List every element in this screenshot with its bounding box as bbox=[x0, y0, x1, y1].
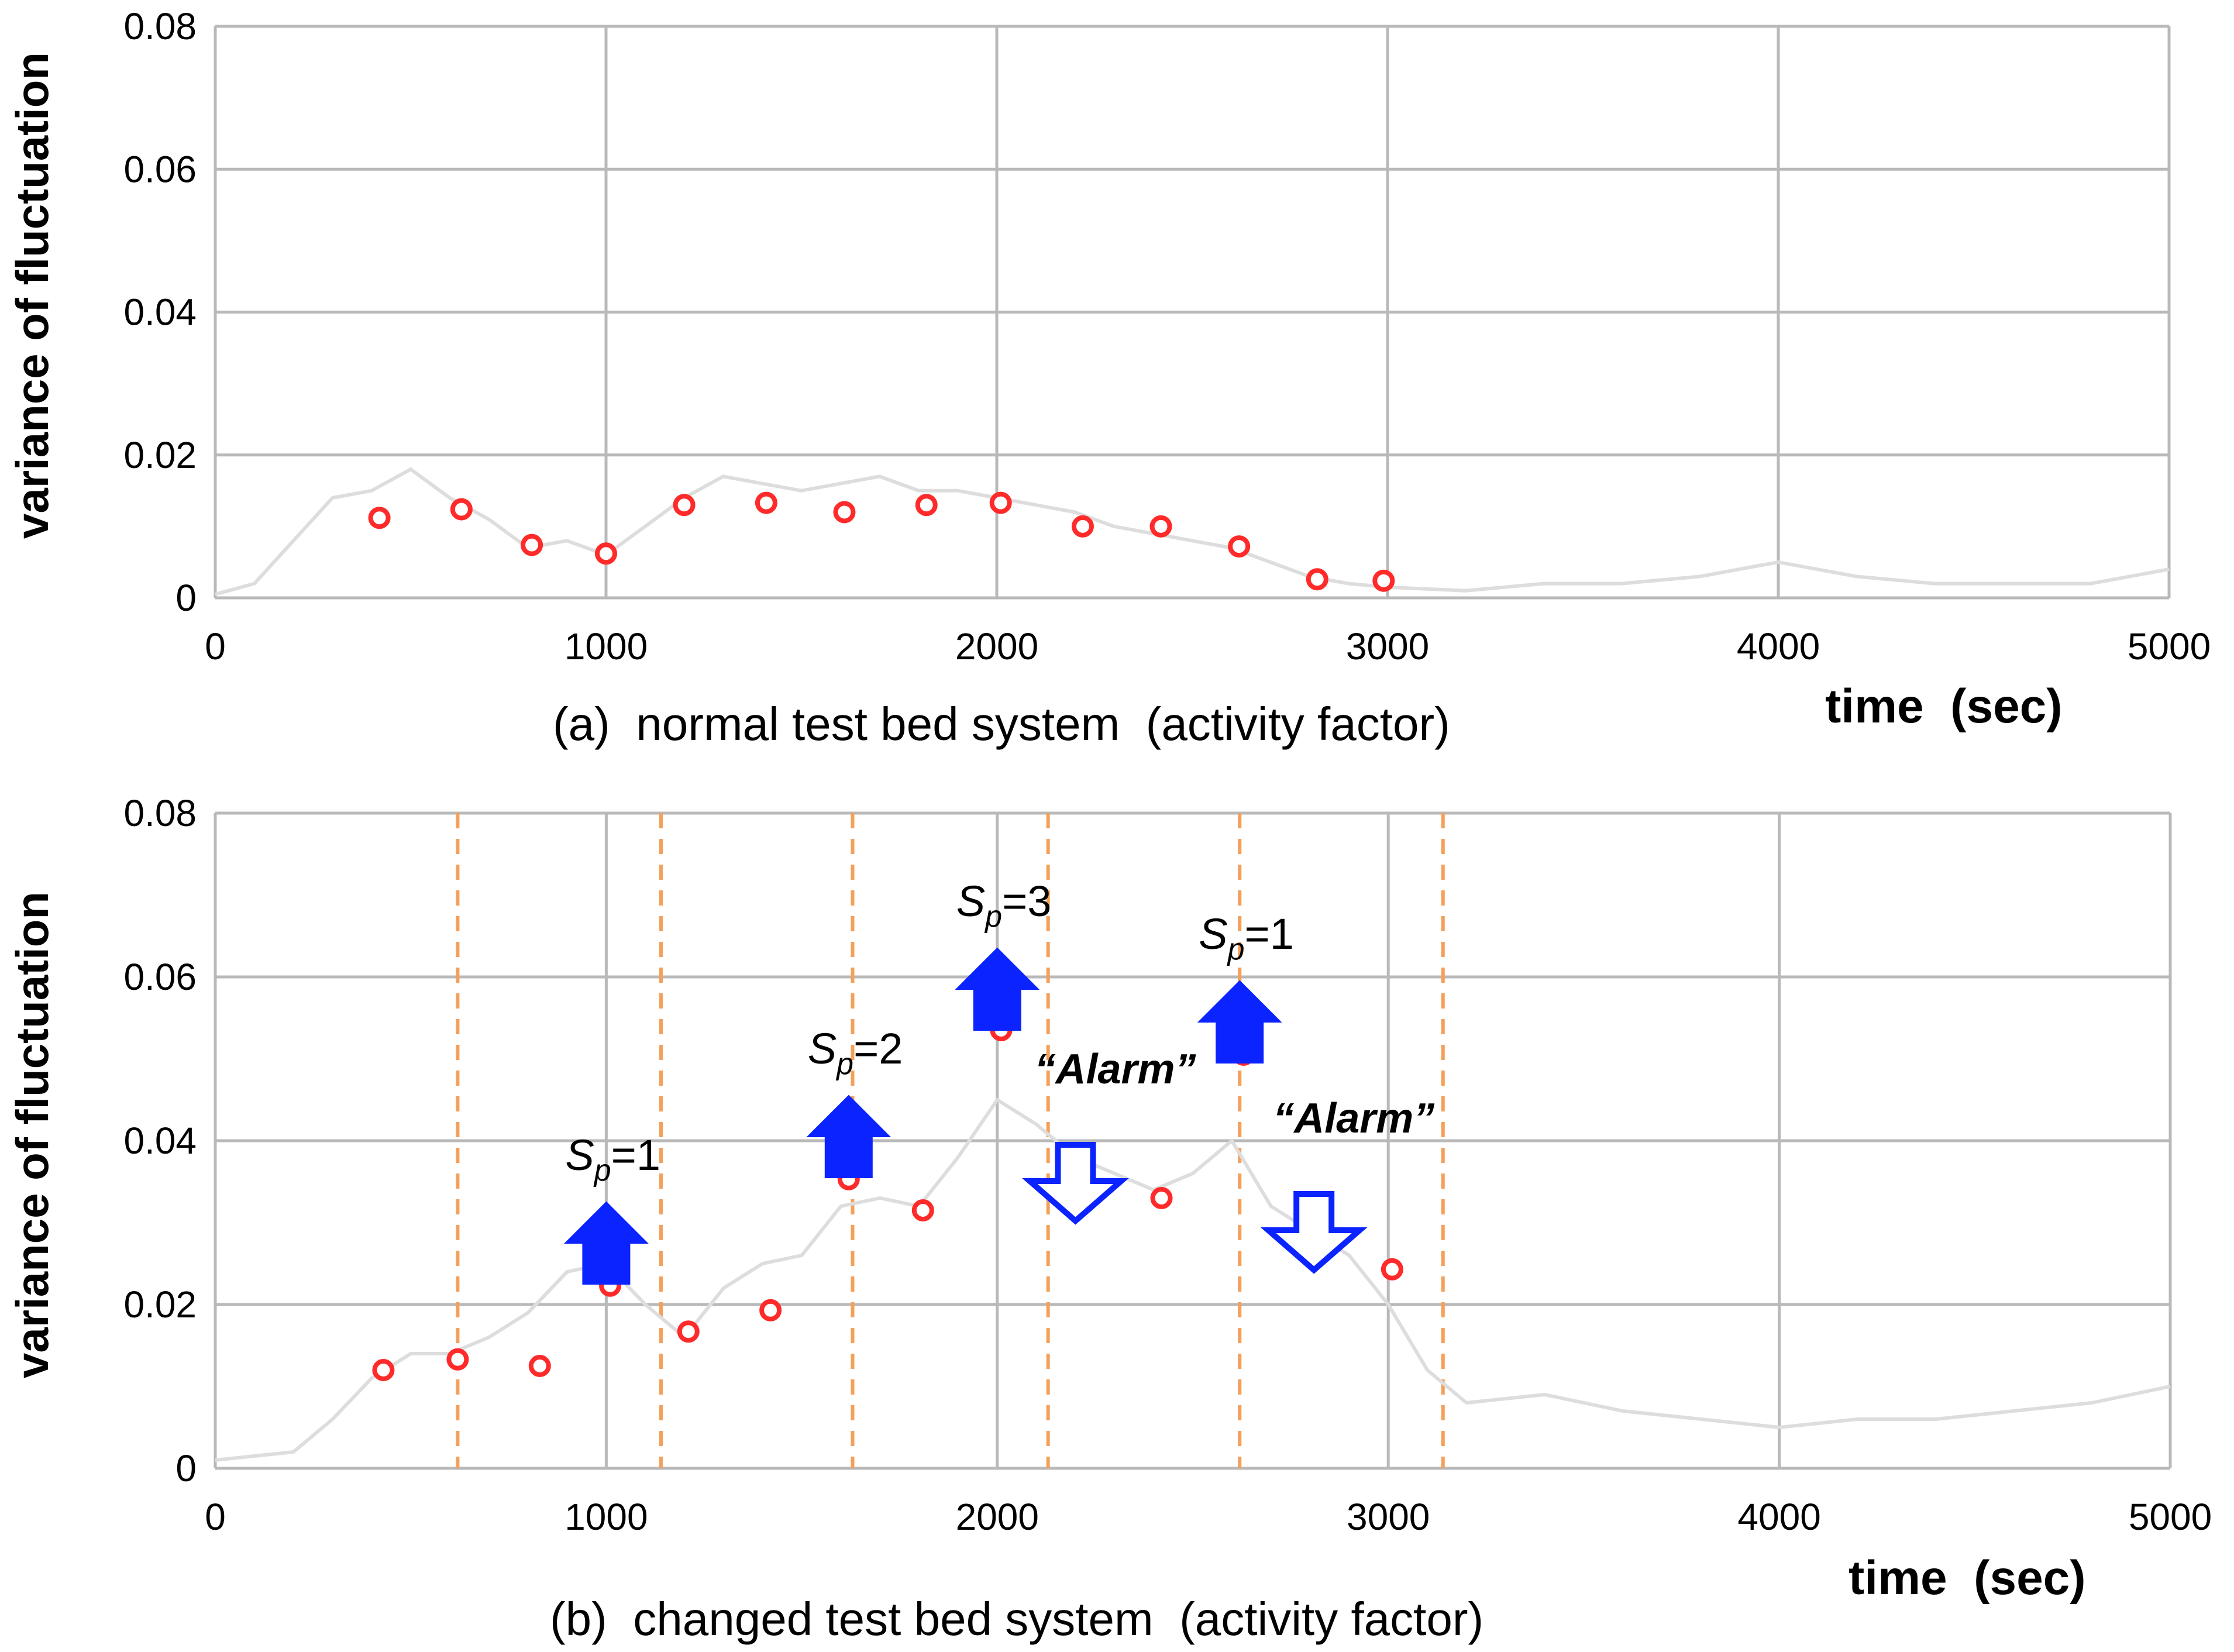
panel-b-y-tick-label: 0.08 bbox=[123, 792, 197, 834]
panel-b-y-tick-label: 0.04 bbox=[123, 1120, 197, 1162]
panel-a-data-point bbox=[521, 534, 543, 556]
down-arrow-icon bbox=[1022, 1142, 1129, 1225]
panel-a-x-tick-label: 2000 bbox=[955, 625, 1038, 667]
panel-a-x-tick-label: 1000 bbox=[564, 625, 648, 667]
panel-b-x-ticks: 0 1000 2000 3000 4000 5000 bbox=[205, 1496, 2212, 1538]
panel-b-trace bbox=[215, 1098, 2171, 1462]
alarm-label: “Alarm” bbox=[1273, 1095, 1434, 1142]
panel-a: 00.020.040.060.08 0 1000 2000 3000 4000 5000 … bbox=[6, 5, 2211, 750]
panel-a-y-axis-label: variance of fluctuation bbox=[6, 52, 58, 539]
panel-a-data-point bbox=[595, 542, 617, 565]
panel-a-x-tick-label: 4000 bbox=[1737, 625, 1820, 667]
up-arrow-icon bbox=[955, 947, 1040, 1031]
panel-b-data-point bbox=[911, 1199, 934, 1221]
panel-b-trace-line bbox=[215, 1098, 2171, 1462]
panel-b-x-axis-label: time (sec) bbox=[1849, 1551, 2086, 1605]
panel-a-data-point bbox=[673, 494, 696, 517]
panel-a-x-ticks: 0 1000 2000 3000 4000 5000 bbox=[205, 625, 2211, 667]
panel-b-y-axis-label: variance of fluctuation bbox=[6, 892, 58, 1378]
panel-b-data-point bbox=[528, 1355, 551, 1377]
panel-a-trace bbox=[215, 467, 2170, 596]
panel-a-y-ticks: 0 0.02 0.04 0.06 0.08 bbox=[123, 5, 197, 619]
panel-b-x-tick-label: 0 bbox=[205, 1496, 226, 1538]
panel-b-x-tick-label: 5000 bbox=[2129, 1496, 2212, 1538]
panel-a-data-point bbox=[1149, 515, 1172, 538]
panel-a-y-tick-label: 0 bbox=[175, 577, 197, 619]
panel-b-y-tick-label: 0.02 bbox=[123, 1283, 197, 1326]
panel-b: Sp=1 Sp=2 Sp=3 Sp=1 “Alarm” “Alarm” 0 0.02 0.04… bbox=[6, 792, 2212, 1645]
panel-a-y-tick-label: 0.02 bbox=[123, 434, 197, 476]
panel-b-x-tick-label: 1000 bbox=[564, 1496, 648, 1538]
panel-a-data-point bbox=[1071, 515, 1094, 538]
up-arrow-icon bbox=[806, 1095, 891, 1178]
panel-a-data-point bbox=[989, 491, 1012, 514]
panel-b-data-point bbox=[446, 1348, 469, 1371]
panel-b-y-tick-label: 0.06 bbox=[123, 956, 197, 998]
panel-b-data-point bbox=[1150, 1187, 1173, 1209]
panel-a-points bbox=[368, 491, 1395, 592]
panel-a-data-point bbox=[915, 494, 938, 517]
panel-b-y-tick-label: 0 bbox=[175, 1447, 197, 1489]
panel-a-data-point bbox=[1306, 568, 1328, 591]
panel-b-annotations: Sp=1 Sp=2 Sp=3 Sp=1 “Alarm” “Alarm” bbox=[563, 877, 1434, 1285]
panel-a-trace-line bbox=[215, 467, 2170, 596]
up-arrow-icon bbox=[1197, 980, 1282, 1064]
sp-label: Sp=1 bbox=[565, 1131, 660, 1188]
sp-label: Sp=2 bbox=[808, 1024, 903, 1081]
panel-a-x-tick-label: 5000 bbox=[2128, 625, 2211, 667]
panel-b-data-point bbox=[759, 1299, 782, 1321]
sp-label: Sp=1 bbox=[1199, 910, 1294, 966]
panel-a-y-tick-label: 0.08 bbox=[123, 5, 197, 47]
panel-b-x-tick-label: 3000 bbox=[1347, 1496, 1430, 1538]
sp-label: Sp=3 bbox=[956, 877, 1052, 934]
panel-a-data-point bbox=[1228, 535, 1251, 558]
panel-a-x-tick-label: 3000 bbox=[1346, 625, 1429, 667]
alarm-label: “Alarm” bbox=[1034, 1046, 1196, 1093]
panel-a-caption: (a) normal test bed system (activity fac… bbox=[553, 698, 1450, 750]
panel-a-x-tick-label: 0 bbox=[205, 625, 226, 667]
panel-b-y-ticks: 0 0.02 0.04 0.06 0.08 bbox=[123, 792, 197, 1489]
panel-a-grid bbox=[214, 25, 2171, 600]
up-arrow-icon bbox=[563, 1201, 649, 1285]
panel-b-dashed-lines bbox=[456, 813, 1445, 1468]
panel-a-data-point bbox=[368, 507, 391, 529]
panel-b-caption: (b) changed test bed system (activity fa… bbox=[550, 1593, 1483, 1645]
panel-b-grid bbox=[214, 811, 2172, 1470]
panel-b-x-tick-label: 4000 bbox=[1737, 1496, 1820, 1538]
panel-b-data-point bbox=[372, 1359, 395, 1381]
panel-a-data-point bbox=[833, 501, 856, 524]
panel-a-y-tick-label: 0.04 bbox=[123, 291, 197, 333]
panel-a-data-point bbox=[755, 491, 777, 514]
panel-a-y-tick-label: 0.06 bbox=[123, 148, 197, 190]
panel-a-data-point bbox=[450, 498, 473, 521]
panel-b-x-tick-label: 2000 bbox=[956, 1496, 1039, 1538]
panel-a-data-point bbox=[1372, 569, 1395, 592]
down-arrow-icon bbox=[1260, 1191, 1368, 1274]
panel-b-data-point bbox=[677, 1320, 700, 1343]
panel-b-data-point bbox=[1381, 1258, 1403, 1281]
panel-a-x-axis-label: time (sec) bbox=[1825, 680, 2063, 733]
